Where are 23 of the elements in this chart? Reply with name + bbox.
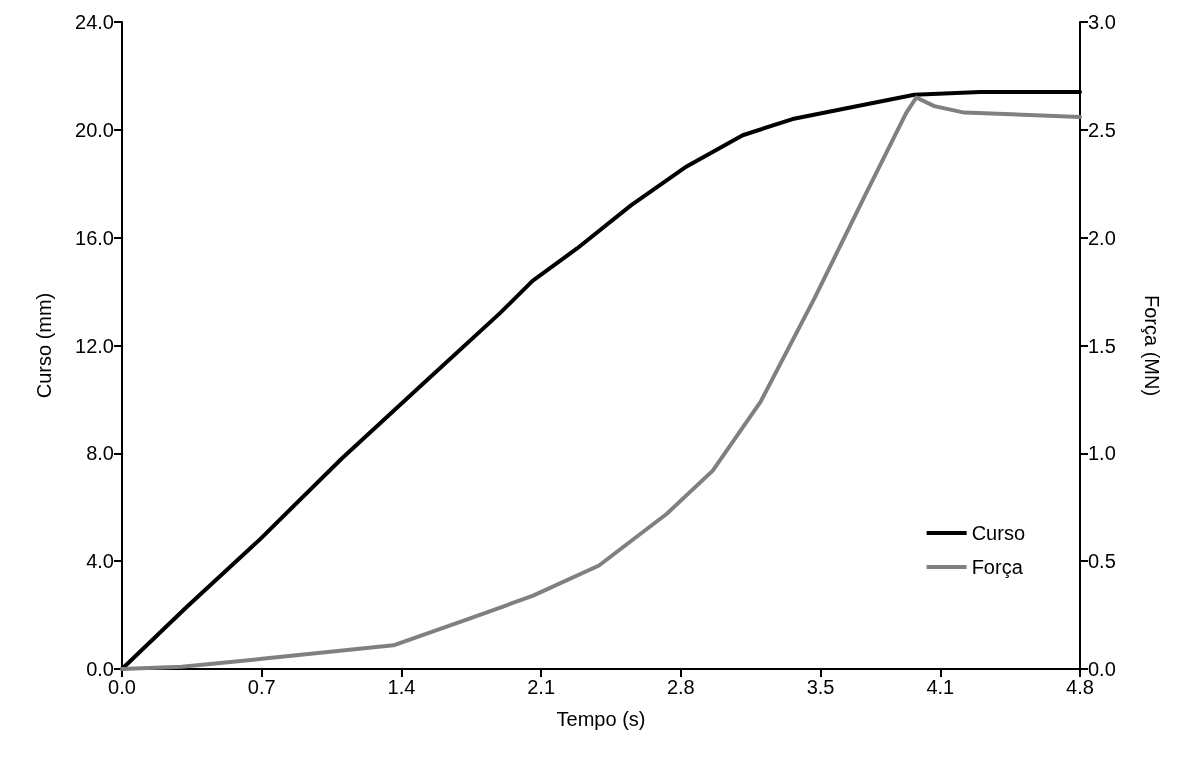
y-tick-label: 8.0 xyxy=(86,442,114,465)
x-axis-title: Tempo (s) xyxy=(556,708,646,730)
y2-tick-label: 3.0 xyxy=(1088,11,1116,33)
x-tick-label: 2.1 xyxy=(527,676,556,698)
x-tick-label: 1.4 xyxy=(387,676,416,698)
y2-tick-label: 2.5 xyxy=(1088,118,1116,141)
y-axis-title: Curso (mm) xyxy=(33,292,55,399)
x-tick-label: 3.5 xyxy=(806,676,835,698)
x-tick-label: 2.8 xyxy=(666,676,695,698)
y2-tick-label: 0.5 xyxy=(1088,550,1116,573)
legend-label: Curso xyxy=(971,522,1026,544)
y-tick-label: 4.0 xyxy=(86,550,114,573)
y-tick-label: 12.0 xyxy=(75,334,114,357)
y-tick-label: 16.0 xyxy=(75,226,114,249)
y2-tick-label: 1.5 xyxy=(1088,334,1116,357)
y2-tick-label: 1.0 xyxy=(1088,442,1116,465)
y-tick-label: 20.0 xyxy=(75,118,114,141)
y2-tick-label: 2.0 xyxy=(1088,226,1116,249)
legend-label: Força xyxy=(971,556,1024,578)
x-tick-label: 4.1 xyxy=(926,676,955,698)
x-tick-label: 0.7 xyxy=(247,676,276,698)
y2-axis-title: Força (MN) xyxy=(1141,294,1163,397)
y-tick-label: 24.0 xyxy=(75,11,114,33)
